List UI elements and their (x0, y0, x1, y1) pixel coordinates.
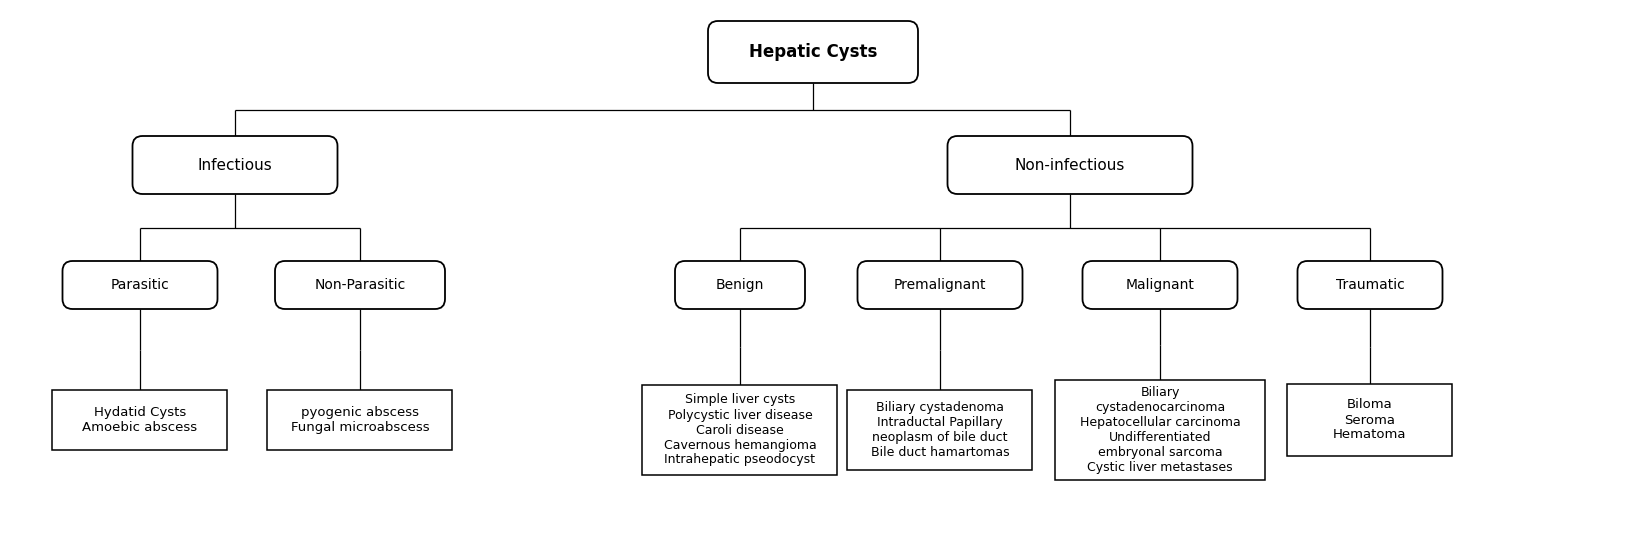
Text: Biliary
cystadenocarcinoma
Hepatocellular carcinoma
Undifferentiated
embryonal s: Biliary cystadenocarcinoma Hepatocellula… (1080, 386, 1240, 474)
Text: Hepatic Cysts: Hepatic Cysts (748, 43, 877, 61)
Text: Biliary cystadenoma
Intraductal Papillary
neoplasm of bile duct
Bile duct hamart: Biliary cystadenoma Intraductal Papillar… (870, 401, 1009, 459)
Text: Malignant: Malignant (1126, 278, 1194, 292)
FancyBboxPatch shape (1082, 261, 1238, 309)
Text: Hydatid Cysts
Amoebic abscess: Hydatid Cysts Amoebic abscess (83, 406, 197, 434)
FancyBboxPatch shape (643, 385, 838, 475)
FancyBboxPatch shape (267, 390, 452, 450)
Text: Infectious: Infectious (197, 157, 272, 173)
FancyBboxPatch shape (1287, 384, 1453, 456)
FancyBboxPatch shape (857, 261, 1022, 309)
Text: Benign: Benign (716, 278, 765, 292)
Text: Biloma
Seroma
Hematoma: Biloma Seroma Hematoma (1333, 399, 1407, 441)
Text: Traumatic: Traumatic (1336, 278, 1404, 292)
FancyBboxPatch shape (62, 261, 218, 309)
Text: Simple liver cysts
Polycystic liver disease
Caroli disease
Cavernous hemangioma
: Simple liver cysts Polycystic liver dise… (664, 393, 817, 466)
FancyBboxPatch shape (275, 261, 446, 309)
FancyBboxPatch shape (52, 390, 228, 450)
FancyBboxPatch shape (848, 390, 1033, 470)
FancyBboxPatch shape (947, 136, 1193, 194)
FancyBboxPatch shape (675, 261, 805, 309)
FancyBboxPatch shape (1054, 380, 1266, 480)
FancyBboxPatch shape (1297, 261, 1443, 309)
Text: Parasitic: Parasitic (111, 278, 169, 292)
FancyBboxPatch shape (132, 136, 337, 194)
FancyBboxPatch shape (708, 21, 918, 83)
Text: Non-Parasitic: Non-Parasitic (314, 278, 405, 292)
Text: Non-infectious: Non-infectious (1015, 157, 1126, 173)
Text: Premalignant: Premalignant (893, 278, 986, 292)
Text: pyogenic abscess
Fungal microabscess: pyogenic abscess Fungal microabscess (291, 406, 430, 434)
